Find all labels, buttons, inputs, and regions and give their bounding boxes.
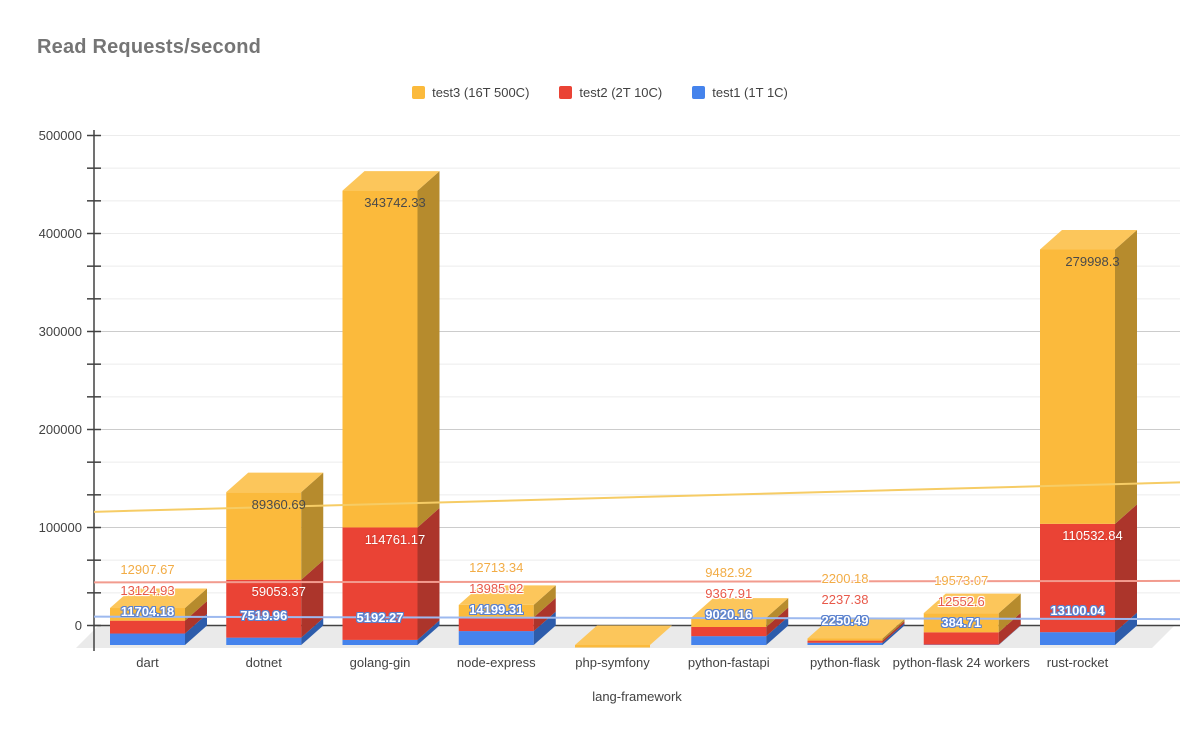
bar-segment-test1-dotnet[interactable] <box>226 637 302 645</box>
legend-item-test3[interactable]: test3 (16T 500C) <box>412 85 529 100</box>
bar-segment-test3-python-fastapi[interactable] <box>691 598 789 618</box>
bar-segment-test2-node-express[interactable] <box>458 617 534 632</box>
trendline-test3[interactable] <box>93 481 1181 513</box>
bar-segment-test3-php-symfony[interactable] <box>575 625 672 646</box>
bar-segment-test1-node-express[interactable] <box>533 611 556 645</box>
bar-segment-test2-node-express[interactable] <box>533 597 556 632</box>
legend-swatch-test3-icon <box>412 86 426 99</box>
bar-segment-test3-node-express[interactable] <box>458 604 534 618</box>
bar-segment-test2-golang-gin[interactable] <box>417 507 440 640</box>
legend-swatch-test1-icon <box>692 86 706 99</box>
bar-segment-test1-python-flask-24-workers[interactable] <box>998 625 1021 645</box>
bar-segment-test3-python-flask-24-workers[interactable] <box>998 593 1021 633</box>
bar-segment-test2-rust-rocket[interactable] <box>1115 504 1137 633</box>
bar-segment-test3-golang-gin[interactable] <box>342 171 440 191</box>
bar-segment-test3-golang-gin[interactable] <box>417 171 440 528</box>
bar-segment-test1-dart[interactable] <box>110 633 185 645</box>
bar-segment-test2-rust-rocket[interactable] <box>1040 523 1115 633</box>
bar-segment-test2-python-flask[interactable] <box>807 640 883 643</box>
bar-segment-test3-node-express[interactable] <box>533 585 556 618</box>
bar-segment-test3-rust-rocket[interactable] <box>1115 229 1137 524</box>
bar-segment-test3-python-flask-24-workers[interactable] <box>923 593 1021 614</box>
bar-segment-test3-dotnet[interactable] <box>301 472 324 580</box>
bar-segment-test1-golang-gin[interactable] <box>417 620 440 645</box>
legend-label-test2: test2 (2T 10C) <box>579 85 663 100</box>
bar-segment-test2-dotnet[interactable] <box>301 560 324 638</box>
bar-segment-test3-rust-rocket[interactable] <box>1040 249 1115 524</box>
chart-title: Read Requests/second <box>37 36 262 58</box>
bar-segment-test3-golang-gin[interactable] <box>342 190 418 528</box>
bar-segment-test1-golang-gin[interactable] <box>342 639 418 645</box>
bar-segment-test3-php-symfony[interactable] <box>575 645 650 648</box>
bar-segment-test3-node-express[interactable] <box>458 585 556 605</box>
bar-segment-test2-dotnet[interactable] <box>226 579 302 638</box>
bar-segment-test2-python-flask[interactable] <box>882 621 905 643</box>
bar-segment-test3-dart[interactable] <box>110 588 207 609</box>
bar-segment-test2-python-fastapi[interactable] <box>766 607 789 637</box>
bar-segment-test2-python-flask-24-workers[interactable] <box>923 632 999 645</box>
bar-segment-test1-rust-rocket[interactable] <box>1040 632 1115 645</box>
bar-segment-test1-node-express[interactable] <box>458 631 534 645</box>
legend-item-test2[interactable]: test2 (2T 10C) <box>559 85 662 100</box>
bar-segment-test1-python-fastapi[interactable] <box>691 636 767 645</box>
bar-segment-test3-dart[interactable] <box>110 608 185 621</box>
bar-segment-test3-dotnet[interactable] <box>226 492 302 580</box>
bar-segment-test3-python-fastapi[interactable] <box>691 617 767 627</box>
legend-label-test1: test1 (1T 1C) <box>712 85 788 100</box>
bar-segment-test3-rust-rocket[interactable] <box>1040 229 1137 250</box>
bar-segment-test1-dart[interactable] <box>185 614 207 645</box>
bar-segment-test3-python-flask[interactable] <box>807 618 905 639</box>
legend-swatch-test2-icon <box>559 86 573 99</box>
bar-segment-test1-rust-rocket[interactable] <box>1115 612 1137 645</box>
bar-segment-test2-dart[interactable] <box>110 620 185 634</box>
bar-segment-test3-python-flask[interactable] <box>882 618 905 641</box>
legend: test3 (16T 500C) test2 (2T 10C) test1 (1… <box>0 85 1200 100</box>
bar-segment-test3-dart[interactable] <box>185 588 207 621</box>
bar-segment-test1-python-flask[interactable] <box>807 642 883 645</box>
trendline-test2[interactable] <box>93 579 1181 584</box>
bar-segment-test2-golang-gin[interactable] <box>342 527 418 640</box>
bar-segment-test3-python-flask-24-workers[interactable] <box>923 613 999 633</box>
trendline-test1[interactable] <box>93 615 1181 621</box>
legend-label-test3: test3 (16T 500C) <box>432 85 530 100</box>
legend-item-test1[interactable]: test1 (1T 1C) <box>692 85 788 100</box>
bar-segment-test1-dotnet[interactable] <box>301 618 324 645</box>
bar-segment-test3-python-flask[interactable] <box>807 638 883 641</box>
bar-segment-test2-python-fastapi[interactable] <box>691 626 767 637</box>
bar-segment-test1-python-flask[interactable] <box>882 623 905 645</box>
bar-segment-test3-python-fastapi[interactable] <box>766 598 789 627</box>
bar-segment-test3-dotnet[interactable] <box>226 472 324 493</box>
bar-segment-test1-python-fastapi[interactable] <box>766 616 789 645</box>
bar-segment-test2-python-flask-24-workers[interactable] <box>998 612 1021 645</box>
